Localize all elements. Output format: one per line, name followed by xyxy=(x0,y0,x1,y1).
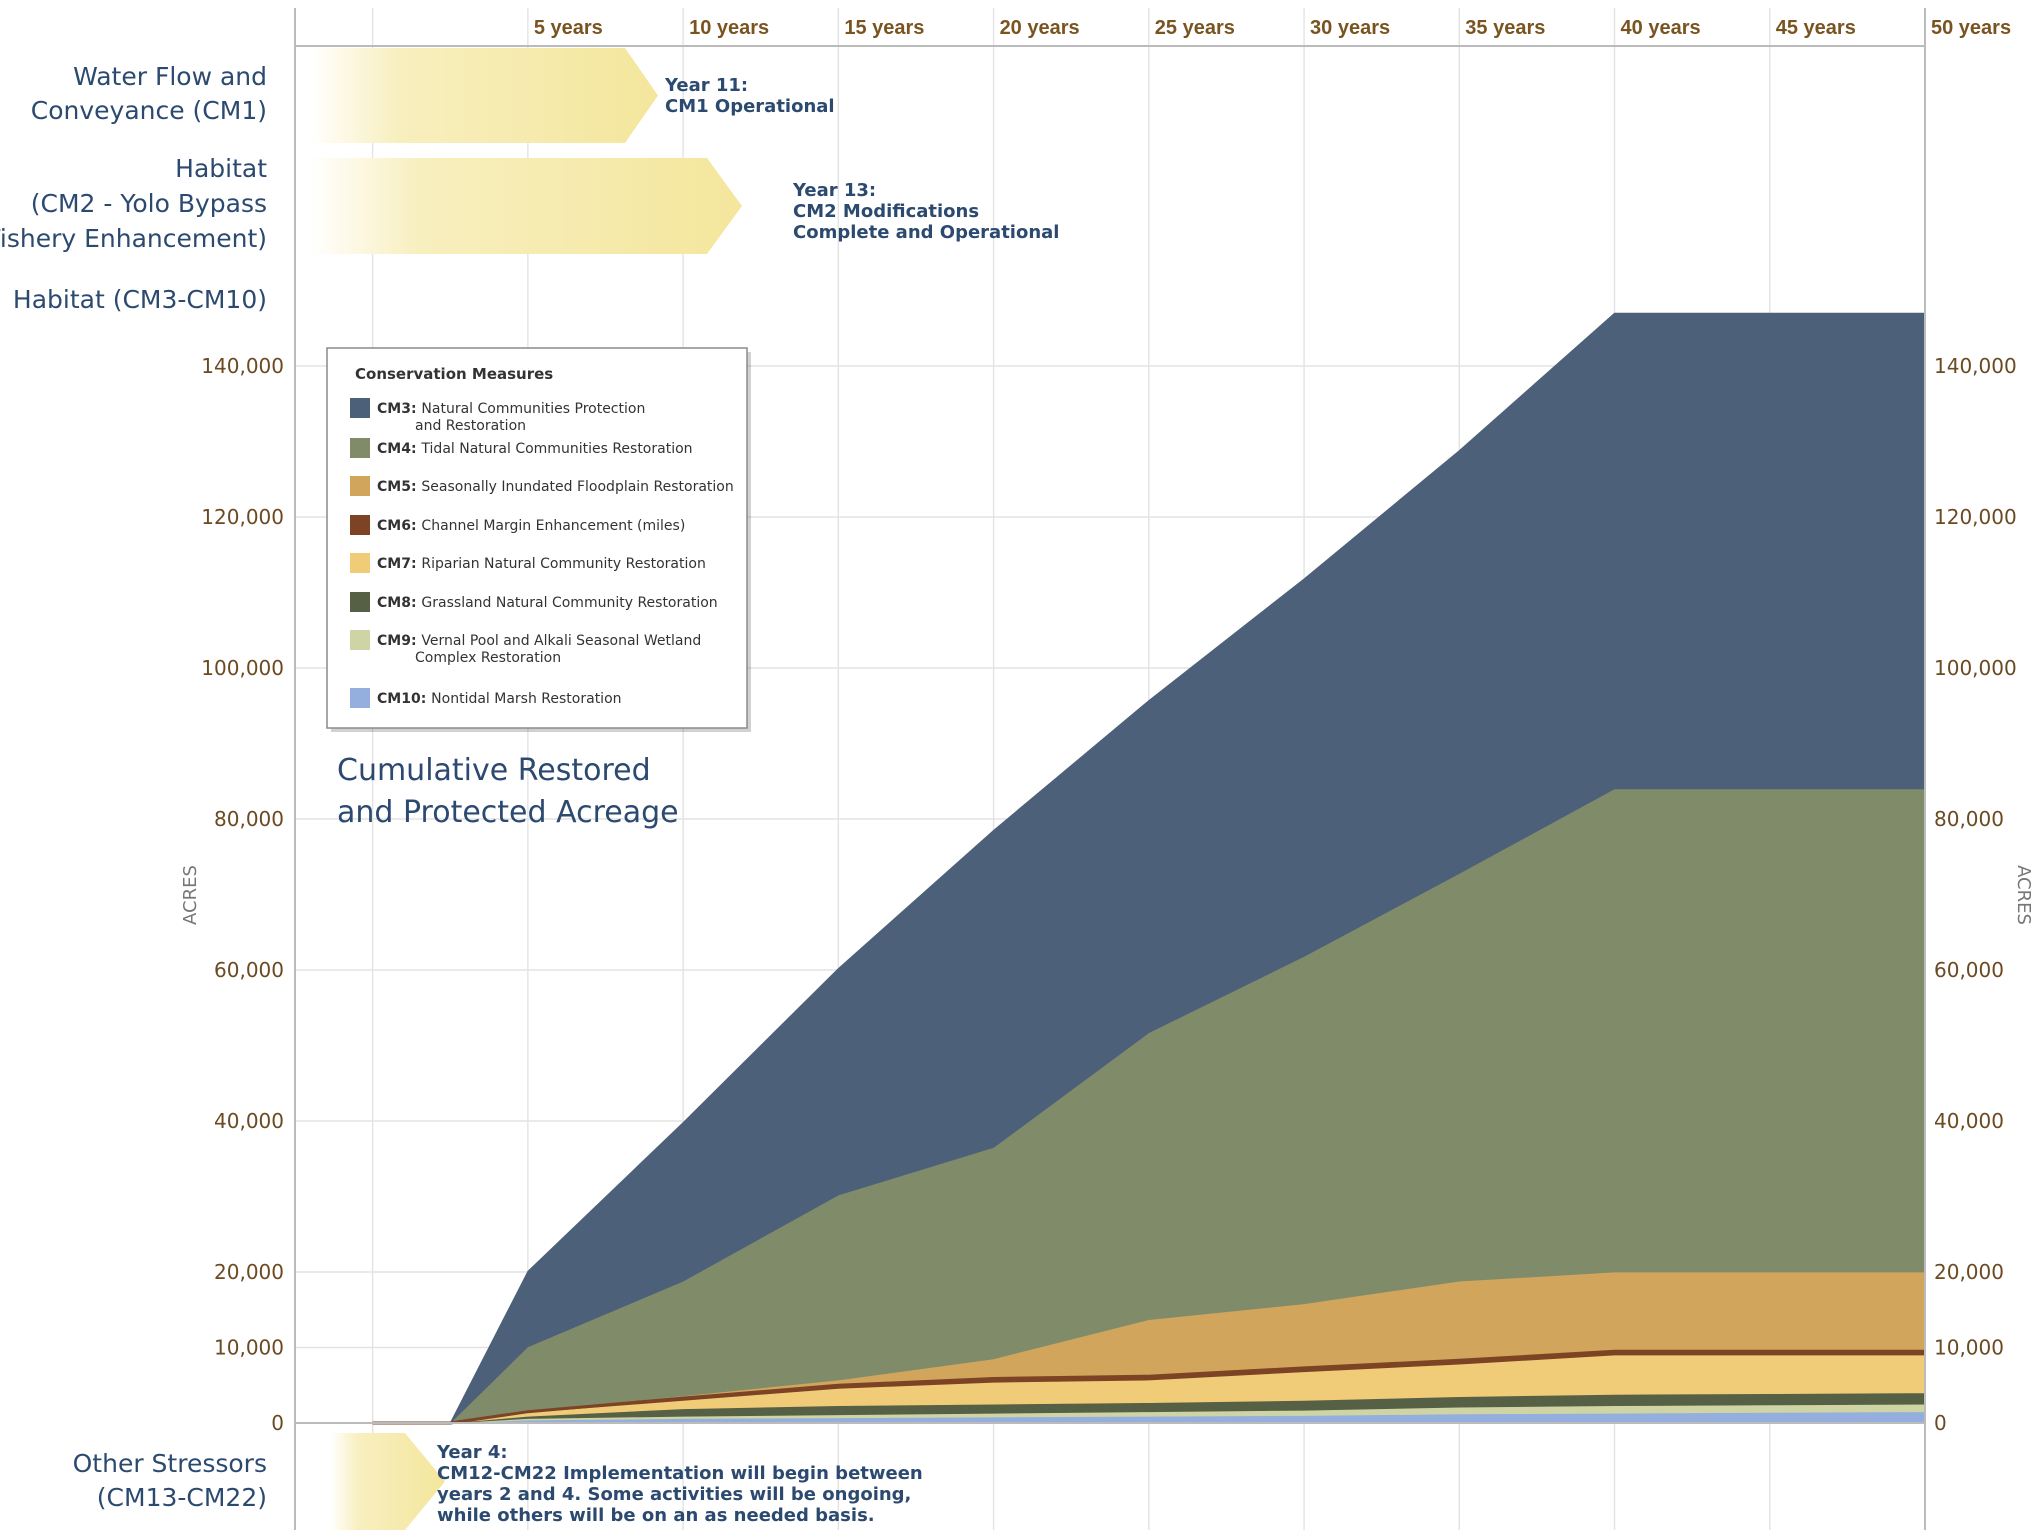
y-axis-title-right: ACRES xyxy=(2013,865,2034,925)
other-stressors-note: Year 4: xyxy=(436,1442,508,1463)
x-tick-label: 10 years xyxy=(689,17,769,39)
legend-swatch xyxy=(350,630,370,650)
other-stressors-arrow xyxy=(330,1433,445,1530)
cm2-row-label: (CM2 - Yolo Bypass xyxy=(31,189,267,218)
y-tick-label-left: 120,000 xyxy=(201,505,284,529)
y-tick-label-right: 120,000 xyxy=(1934,505,2017,529)
other-stressors-note: CM12-CM22 Implementation will begin betw… xyxy=(437,1463,923,1484)
other-stressors-row-label: Other Stressors xyxy=(73,1449,267,1478)
cm2-timeline-arrow xyxy=(310,158,742,254)
chart-title-line: Cumulative Restored xyxy=(337,753,651,788)
cm2-note: Year 13: xyxy=(792,180,876,201)
legend-swatch xyxy=(350,476,370,496)
legend: Conservation Measures CM3: Natural Commun… xyxy=(326,347,751,732)
cm2-note: CM2 Modifications xyxy=(793,201,979,222)
legend-title: Conservation Measures xyxy=(355,365,553,383)
x-tick-label: 30 years xyxy=(1310,17,1390,39)
chart-title: Cumulative Restored and Protected Acreage xyxy=(337,753,679,830)
y-tick-label-right: 100,000 xyxy=(1934,656,2017,680)
x-tick-label: 5 years xyxy=(534,17,603,39)
cm2-row-label: Fishery Enhancement) xyxy=(0,224,267,253)
legend-item-text: CM5: Seasonally Inundated Floodplain Res… xyxy=(377,479,734,495)
other-stressors-row-label: (CM13-CM22) xyxy=(97,1483,267,1512)
cm1-row-label: Conveyance (CM1) xyxy=(31,96,267,125)
stacked-areas xyxy=(372,312,1926,1425)
y-tick-label-left: 0 xyxy=(271,1411,284,1435)
x-tick-label: 45 years xyxy=(1776,17,1856,39)
x-tick-label: 15 years xyxy=(844,17,924,39)
cm2-note: Complete and Operational xyxy=(793,222,1059,243)
legend-item-text: CM8: Grassland Natural Community Restora… xyxy=(377,595,718,611)
cm1-timeline-arrow xyxy=(310,48,658,143)
y-tick-label-right: 140,000 xyxy=(1934,354,2017,378)
x-tick-label: 50 years xyxy=(1931,17,2011,39)
legend-swatch xyxy=(350,553,370,573)
x-tick-label: 25 years xyxy=(1155,17,1235,39)
y-tick-label-left: 80,000 xyxy=(214,807,284,831)
legend-item-text: CM3: Natural Communities Protection xyxy=(377,401,645,417)
legend-swatch xyxy=(350,592,370,612)
y-tick-label-left: 60,000 xyxy=(214,958,284,982)
legend-swatch xyxy=(350,515,370,535)
legend-item-text: CM10: Nontidal Marsh Restoration xyxy=(377,691,622,707)
y-tick-label-left: 40,000 xyxy=(214,1109,284,1133)
legend-item-text: CM4: Tidal Natural Communities Restorati… xyxy=(377,441,693,457)
y-tick-label-right: 40,000 xyxy=(1934,1109,2004,1133)
other-stressors-note: while others will be on an as needed bas… xyxy=(437,1505,875,1526)
legend-item-text: CM7: Riparian Natural Community Restorat… xyxy=(377,556,706,572)
legend-item-text-cont: and Restoration xyxy=(415,418,526,434)
y-tick-label-right: 0 xyxy=(1934,1411,1947,1435)
other-stressors-note: years 2 and 4. Some activities will be o… xyxy=(437,1484,911,1505)
legend-item-text-cont: Complex Restoration xyxy=(415,650,561,666)
y-tick-label-right: 80,000 xyxy=(1934,807,2004,831)
legend-swatch xyxy=(350,438,370,458)
legend-box xyxy=(326,347,748,729)
cm2-row-label: Habitat xyxy=(175,154,267,183)
cm1-row-label: Water Flow and xyxy=(73,62,267,91)
legend-swatch xyxy=(350,688,370,708)
cm3-row-label: Habitat (CM3-CM10) xyxy=(13,285,267,314)
cm1-note: Year 11: xyxy=(664,75,748,96)
y-tick-label-right: 20,000 xyxy=(1934,1260,2004,1284)
legend-item-text: CM6: Channel Margin Enhancement (miles) xyxy=(377,518,685,534)
x-tick-label: 35 years xyxy=(1465,17,1545,39)
axes: 5 years 10 years 15 years 20 years 25 years 3… xyxy=(180,8,2034,1530)
x-tick-label: 20 years xyxy=(1000,17,1080,39)
y-tick-label-right: 10,000 xyxy=(1934,1336,2004,1360)
y-tick-label-left: 100,000 xyxy=(201,656,284,680)
line-cm6 xyxy=(372,1349,1925,1425)
x-tick-label: 40 years xyxy=(1621,17,1701,39)
legend-item-text: CM9: Vernal Pool and Alkali Seasonal Wet… xyxy=(377,633,701,649)
legend-swatch xyxy=(350,398,370,418)
y-tick-label-left: 10,000 xyxy=(214,1336,284,1360)
y-tick-label-left: 140,000 xyxy=(201,354,284,378)
y-axis-title-left: ACRES xyxy=(180,865,201,925)
y-tick-label-left: 20,000 xyxy=(214,1260,284,1284)
chart-title-line: and Protected Acreage xyxy=(337,795,679,830)
y-tick-label-right: 60,000 xyxy=(1934,958,2004,982)
cm1-note: CM1 Operational xyxy=(665,96,835,117)
